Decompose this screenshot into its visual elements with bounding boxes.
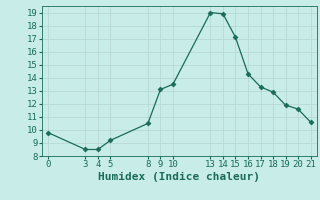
X-axis label: Humidex (Indice chaleur): Humidex (Indice chaleur): [98, 172, 260, 182]
